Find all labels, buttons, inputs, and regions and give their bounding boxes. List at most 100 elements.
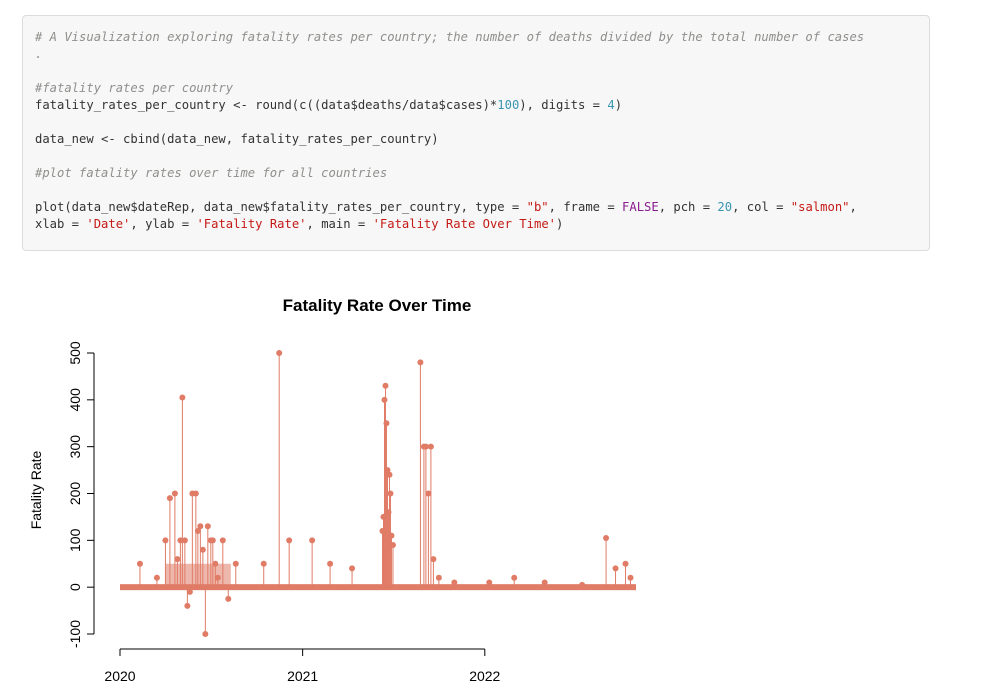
data-point <box>384 467 391 474</box>
data-point <box>603 534 610 541</box>
code-line-blank <box>35 114 864 131</box>
data-point <box>425 490 432 497</box>
code-line-1: # A Visualization exploring fatality rat… <box>35 29 864 46</box>
data-point <box>388 532 395 539</box>
code-number: 100 <box>497 98 520 112</box>
data-point <box>380 513 387 520</box>
data-point <box>194 527 201 534</box>
data-point <box>204 523 211 530</box>
data-point <box>541 579 548 586</box>
y-tick-label: 100 <box>67 528 83 552</box>
data-point <box>186 588 193 595</box>
x-tick-label: 2022 <box>469 668 500 684</box>
code-text: # A Visualization exploring fatality rat… <box>35 29 864 233</box>
data-point <box>232 560 239 567</box>
data-point <box>260 560 267 567</box>
data-point <box>309 537 316 544</box>
code-token: ) <box>556 217 564 231</box>
data-point <box>192 490 199 497</box>
code-token: , ylab = <box>130 217 197 231</box>
code-token: , col = <box>732 200 791 214</box>
code-line-7: data_new <- cbind(data_new, fatality_rat… <box>35 131 864 148</box>
data-point <box>166 495 173 502</box>
data-point <box>219 537 226 544</box>
data-point <box>387 490 394 497</box>
code-string: 'Date' <box>86 217 131 231</box>
code-line-9: #plot fatality rates over time for all c… <box>35 165 864 182</box>
code-number: 20 <box>717 200 733 214</box>
y-axis-label: Fatality Rate <box>28 450 44 529</box>
data-point <box>136 560 143 567</box>
data-point <box>385 509 392 516</box>
code-constant: FALSE <box>622 200 659 214</box>
data-point <box>286 537 293 544</box>
data-point <box>174 556 181 563</box>
data-point <box>435 574 442 581</box>
data-point <box>181 537 188 544</box>
data-point <box>177 537 184 544</box>
code-token: data_new <- cbind(data_new, fatality_rat… <box>35 132 439 146</box>
code-line-blank <box>35 63 864 80</box>
data-point <box>451 579 458 586</box>
code-string: "b" <box>526 200 549 214</box>
x-axis: 2020 2021 2022 <box>104 648 501 684</box>
code-string: 'Fatality Rate Over Time' <box>372 217 556 231</box>
data-point <box>209 537 216 544</box>
data-point <box>202 631 209 637</box>
code-line-11: plot(data_new$dateRep, data_new$fatality… <box>35 199 864 216</box>
code-token: , frame = <box>548 200 623 214</box>
code-line-blank <box>35 182 864 199</box>
code-comment-continuation: . <box>35 47 43 61</box>
data-point <box>422 443 429 450</box>
data-point <box>381 396 388 403</box>
data-point <box>214 574 221 581</box>
code-token: , <box>849 200 857 214</box>
code-token: plot(data_new$dateRep, data_new$fatality… <box>35 200 527 214</box>
code-token: xlab = <box>35 217 87 231</box>
x-tick-label: 2020 <box>104 668 135 684</box>
data-point <box>486 579 493 586</box>
code-line-12: xlab = 'Date', ylab = 'Fatality Rate', m… <box>35 216 864 233</box>
baseline-points-band <box>120 584 636 591</box>
code-line-2: . <box>35 46 864 63</box>
data-point <box>383 420 390 427</box>
code-chunk: # A Visualization exploring fatality rat… <box>22 15 930 251</box>
code-token: , pch = <box>658 200 718 214</box>
y-tick-label: -100 <box>67 620 83 648</box>
data-point <box>197 523 204 530</box>
data-point <box>179 394 186 401</box>
y-tick-label: 200 <box>67 482 83 506</box>
data-point <box>162 537 169 544</box>
chart-title: Fatality Rate Over Time <box>283 296 472 315</box>
code-string: "salmon" <box>790 200 850 214</box>
series-lines <box>120 353 636 634</box>
data-point <box>430 556 437 563</box>
data-point <box>622 560 629 567</box>
data-point <box>627 574 634 581</box>
code-comment: # A Visualization exploring fatality rat… <box>35 30 865 44</box>
code-string: 'Fatality Rate' <box>196 217 307 231</box>
data-point <box>153 574 160 581</box>
x-tick-label: 2021 <box>287 668 318 684</box>
data-point <box>212 560 219 567</box>
code-line-blank <box>35 148 864 165</box>
data-point <box>427 443 434 450</box>
code-number: 4 <box>607 98 615 112</box>
data-point <box>511 574 518 581</box>
series-points <box>136 350 634 637</box>
y-axis: -100 0 100 200 300 400 500 <box>67 341 95 648</box>
code-token: , main = <box>306 217 373 231</box>
y-tick-label: 0 <box>67 583 83 591</box>
data-point <box>276 350 283 356</box>
data-point <box>389 542 396 549</box>
y-tick-label: 500 <box>67 341 83 365</box>
code-line-5: fatality_rates_per_country <- round(c((d… <box>35 97 864 114</box>
data-point <box>417 359 424 366</box>
code-token: fatality_rates_per_country <- round(c((d… <box>35 98 498 112</box>
data-point <box>349 565 356 572</box>
data-point <box>386 471 393 478</box>
fatality-rate-plot: Fatality Rate Over Time Fatality Rate -1… <box>28 296 636 684</box>
code-comment: #fatality rates per country <box>35 81 234 95</box>
y-tick-label: 400 <box>67 388 83 412</box>
code-line-4: #fatality rates per country <box>35 80 864 97</box>
